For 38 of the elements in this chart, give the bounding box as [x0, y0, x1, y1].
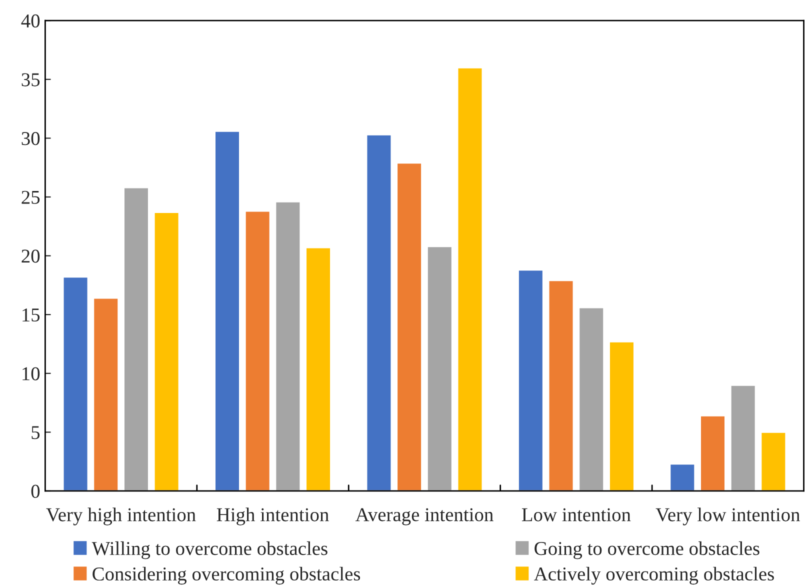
bar [153, 212, 180, 491]
bar [518, 269, 544, 491]
bar [244, 210, 271, 491]
x-tick-label: High intention [216, 508, 329, 526]
bar [760, 431, 787, 491]
bar [123, 186, 150, 491]
y-tick-label: 5 [32, 426, 40, 440]
y-tick-label: 20 [22, 250, 40, 263]
bar [366, 134, 392, 491]
bar [700, 415, 726, 491]
x-tick-label: Very low intention [656, 508, 800, 526]
legend-label: Actively overcoming obstacles [534, 566, 774, 585]
bar [669, 463, 696, 491]
bar [92, 297, 120, 491]
bar [730, 384, 756, 491]
y-tick-label: 30 [22, 132, 40, 146]
bar [608, 340, 635, 491]
bar [456, 66, 484, 491]
bar [305, 246, 332, 491]
bar [548, 280, 574, 491]
legend-label: Willing to overcome obstacles [92, 541, 328, 560]
legend-label: Considering overcoming obstacles [92, 566, 360, 585]
bar [274, 200, 302, 491]
y-tick-label: 25 [22, 190, 40, 204]
legend-label: Going to overcome obstacles [534, 541, 760, 560]
bar [396, 162, 422, 491]
bar [578, 306, 605, 491]
bar [214, 130, 240, 491]
bar [62, 276, 89, 491]
x-tick-label: Average intention [355, 508, 494, 526]
x-tick-label: Low intention [522, 508, 631, 522]
bar [426, 246, 453, 491]
y-tick-label: 0 [31, 484, 40, 498]
y-tick-label: 40 [21, 14, 40, 28]
y-tick-label: 35 [22, 73, 40, 86]
x-tick-label: Very high intention [46, 508, 196, 526]
y-tick-label: 15 [22, 308, 40, 322]
y-tick-label: 10 [22, 367, 40, 380]
